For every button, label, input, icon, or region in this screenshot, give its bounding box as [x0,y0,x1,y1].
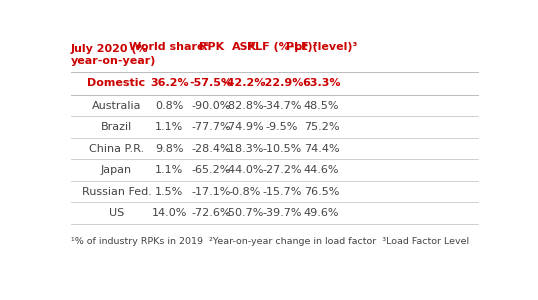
Text: 1.1%: 1.1% [155,165,183,175]
Text: 63.3%: 63.3% [302,78,341,88]
Text: -27.2%: -27.2% [262,165,302,175]
Text: China P.R.: China P.R. [89,144,144,154]
Text: Japan: Japan [101,165,132,175]
Text: -82.8%: -82.8% [225,100,264,111]
Text: -74.9%: -74.9% [225,122,264,132]
Text: -90.0%: -90.0% [192,100,231,111]
Text: Russian Fed.: Russian Fed. [82,187,151,196]
Text: 14.0%: 14.0% [152,208,187,218]
Text: 9.8%: 9.8% [155,144,183,154]
Text: -10.5%: -10.5% [263,144,302,154]
Text: -39.7%: -39.7% [262,208,302,218]
Text: -65.2%: -65.2% [192,165,231,175]
Text: RPK: RPK [199,42,224,52]
Text: -50.7%: -50.7% [225,208,264,218]
Text: -77.7%: -77.7% [192,122,231,132]
Text: Brazil: Brazil [101,122,132,132]
Text: -44.0%: -44.0% [225,165,264,175]
Text: July 2020 (%
year-on-year): July 2020 (% year-on-year) [70,44,156,66]
Text: US: US [109,208,124,218]
Text: -0.8%: -0.8% [228,187,260,196]
Text: 49.6%: 49.6% [304,208,339,218]
Text: -15.7%: -15.7% [263,187,302,196]
Text: -18.3%: -18.3% [225,144,264,154]
Text: 44.6%: 44.6% [304,165,339,175]
Text: -57.5%: -57.5% [189,78,232,88]
Text: ¹% of industry RPKs in 2019  ²Year-on-year change in load factor  ³Load Factor L: ¹% of industry RPKs in 2019 ²Year-on-yea… [70,236,469,245]
Text: -22.9%: -22.9% [260,78,303,88]
Text: 0.8%: 0.8% [155,100,183,111]
Text: PLF (%-pt)²: PLF (%-pt)² [247,42,317,52]
Text: 76.5%: 76.5% [304,187,339,196]
Text: 36.2%: 36.2% [150,78,189,88]
Text: 48.5%: 48.5% [304,100,339,111]
Text: Australia: Australia [91,100,141,111]
Text: -9.5%: -9.5% [266,122,298,132]
Text: 75.2%: 75.2% [304,122,339,132]
Text: 74.4%: 74.4% [304,144,339,154]
Text: ASK: ASK [232,42,257,52]
Text: 1.5%: 1.5% [155,187,183,196]
Text: 1.1%: 1.1% [155,122,183,132]
Text: -28.4%: -28.4% [192,144,231,154]
Text: -34.7%: -34.7% [262,100,302,111]
Text: World share¹: World share¹ [129,42,210,52]
Text: -72.6%: -72.6% [192,208,231,218]
Text: -42.2%: -42.2% [223,78,266,88]
Text: PLF (level)³: PLF (level)³ [286,42,357,52]
Text: Domestic: Domestic [87,78,145,88]
Text: -17.1%: -17.1% [192,187,231,196]
